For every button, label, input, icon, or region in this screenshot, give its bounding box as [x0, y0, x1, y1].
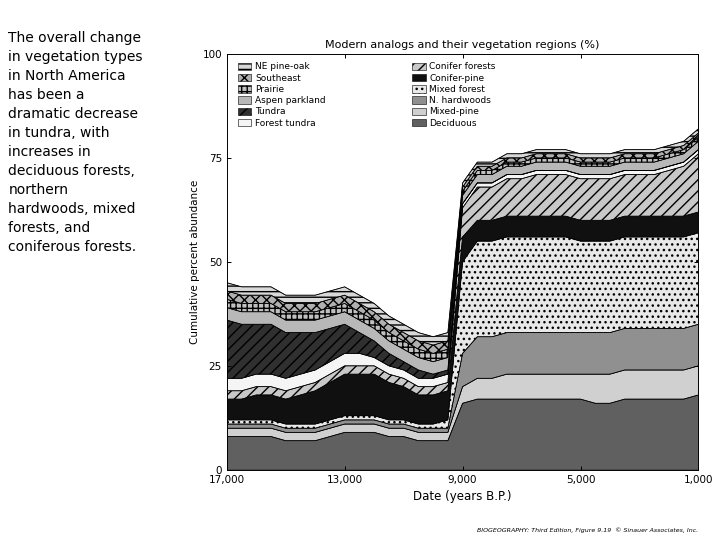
Legend: Conifer forests, Conifer-pine, Mixed forest, N. hardwoods, Mixed-pine, Deciduous: Conifer forests, Conifer-pine, Mixed for… — [410, 60, 498, 130]
Title: Modern analogs and their vegetation regions (%): Modern analogs and their vegetation regi… — [325, 40, 600, 50]
X-axis label: Date (years B.P.): Date (years B.P.) — [413, 490, 512, 503]
Text: BIOGEOGRAPHY: Third Edition, Figure 9.19  © Sinauer Associates, Inc.: BIOGEOGRAPHY: Third Edition, Figure 9.19… — [477, 527, 698, 533]
Y-axis label: Cumulative percent abundance: Cumulative percent abundance — [189, 180, 199, 344]
Text: The overall change
in vegetation types
in North America
has been a
dramatic decr: The overall change in vegetation types i… — [9, 31, 143, 254]
